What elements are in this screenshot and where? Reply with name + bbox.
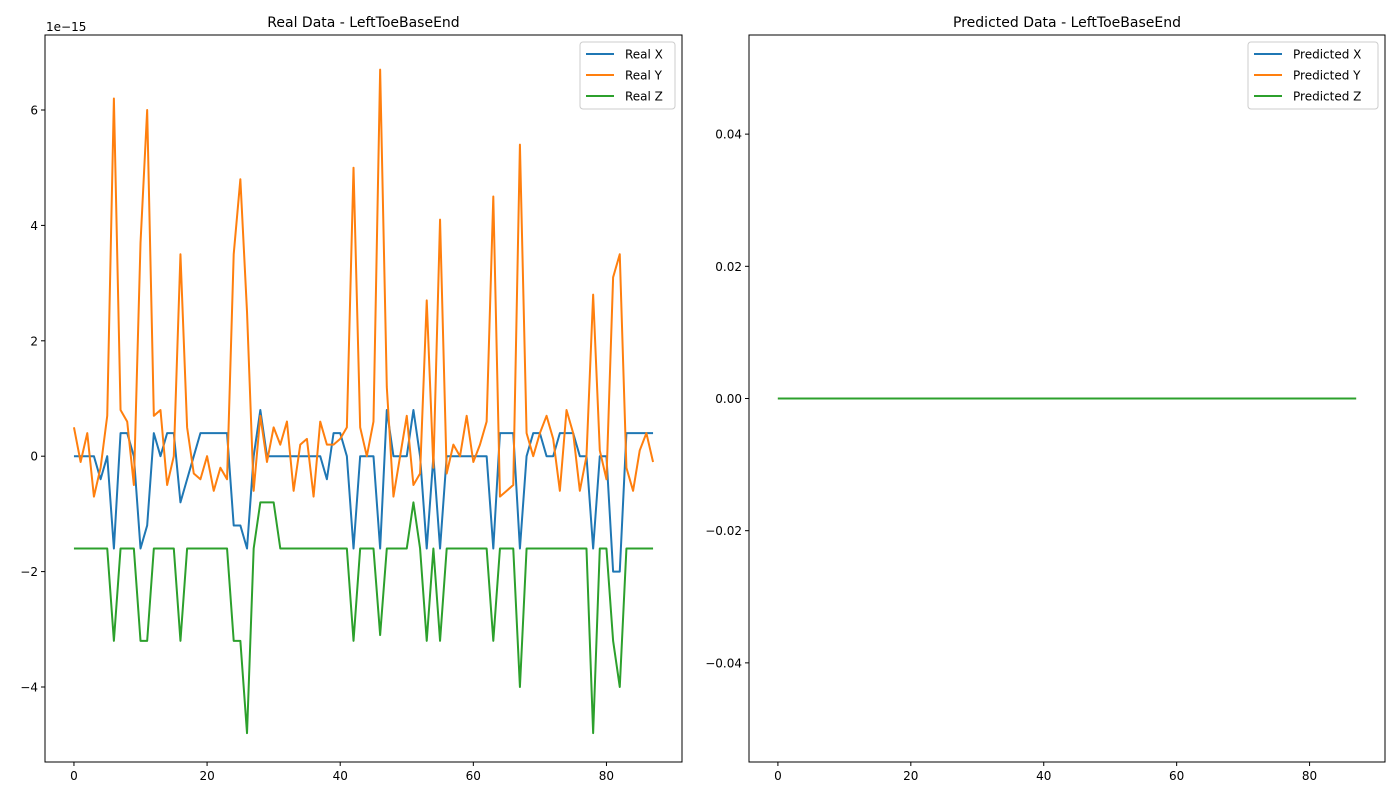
predicted-y-tick-label: −0.02: [705, 524, 742, 538]
predicted-y-tick-label: 0.00: [715, 392, 742, 406]
real-z-line: [73, 501, 654, 735]
predicted-x-tick-label: 80: [1302, 769, 1317, 783]
predicted-y-tick-label: −0.04: [705, 656, 742, 670]
real-x-tick-label: 20: [199, 769, 214, 783]
real-y-tick-label: 0: [30, 450, 38, 464]
real-y-line: [72, 68, 655, 498]
real-x-tick-label: 60: [466, 769, 481, 783]
predicted-legend-label-z: Predicted Z: [1293, 90, 1361, 104]
predicted-legend-box: [1247, 41, 1379, 110]
real-legend-label-y: Real Y: [625, 69, 663, 83]
real-y-tick-label: 4: [30, 219, 38, 233]
real-y-tick-label: −4: [20, 680, 38, 694]
predicted-legend-label-x: Predicted X: [1293, 48, 1361, 62]
predicted-y-tick-label: 0.02: [715, 260, 742, 274]
predicted-legend: Predicted X Predicted Y Predicted Z: [1247, 41, 1379, 110]
real-x-line: [73, 409, 654, 573]
real-axes-frame: [44, 34, 683, 763]
predicted-ticks: 0 20 40 60 80 −0.04 −0.02 0.00 0.02 0.04: [705, 128, 1317, 783]
predicted-y-tick-label: 0.04: [715, 128, 742, 142]
real-y-offset-text: 1e−15: [46, 20, 86, 34]
real-legend-label-z: Real Z: [625, 90, 663, 104]
predicted-x-tick-label: 40: [1036, 769, 1051, 783]
real-chart-title: Real Data - LeftToeBaseEnd: [267, 15, 459, 31]
real-data-panel: Real Data - LeftToeBaseEnd 1e−15 0 20 40 60…: [20, 15, 683, 783]
predicted-legend-label-y: Predicted Y: [1293, 69, 1361, 83]
real-x-tick-label: 40: [333, 769, 348, 783]
predicted-axes-frame: [748, 34, 1386, 763]
real-ticks: 0 20 40 60 80 −4 −2 0 2 4 6: [20, 104, 614, 783]
real-y-tick-label: −2: [20, 565, 38, 579]
real-legend: Real X Real Y Real Z: [579, 41, 676, 110]
predicted-chart-title: Predicted Data - LeftToeBaseEnd: [953, 15, 1181, 31]
predicted-data-panel: Predicted Data - LeftToeBaseEnd 0 20 40 60 8…: [705, 15, 1386, 783]
real-series-lines: [72, 68, 655, 735]
real-y-tick-label: 2: [30, 334, 38, 348]
real-x-tick-label: 80: [599, 769, 614, 783]
real-legend-box: [579, 41, 676, 110]
real-legend-label-x: Real X: [625, 48, 663, 62]
real-x-tick-label: 0: [70, 769, 78, 783]
real-y-tick-label: 6: [30, 104, 38, 118]
predicted-x-tick-label: 60: [1169, 769, 1184, 783]
predicted-x-tick-label: 20: [903, 769, 918, 783]
predicted-x-tick-label: 0: [774, 769, 782, 783]
